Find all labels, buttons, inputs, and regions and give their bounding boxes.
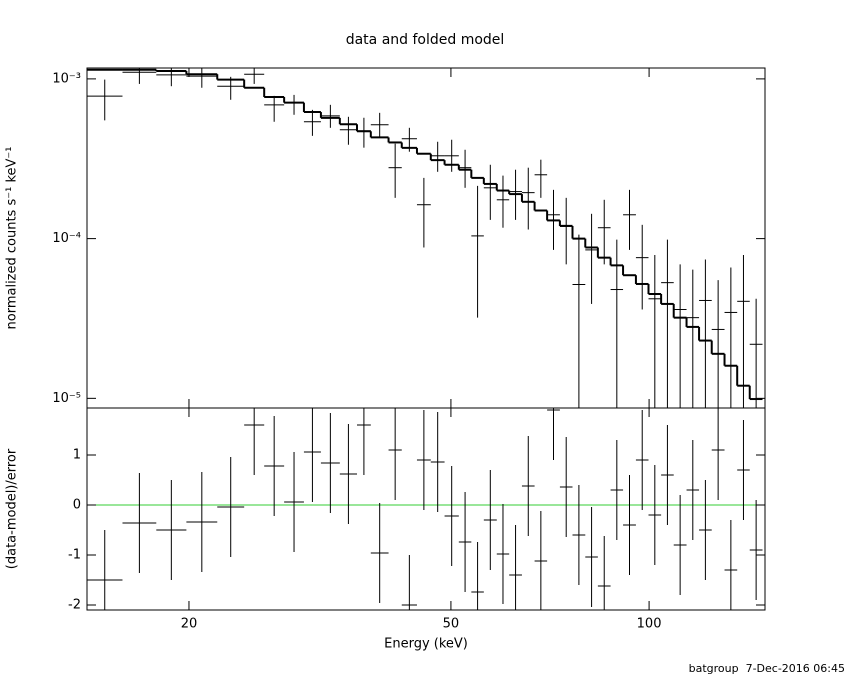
- plot-frame: [86, 407, 766, 611]
- bottom-panel: [87, 408, 765, 610]
- y-axis-label: normalized counts s⁻¹ keV⁻¹: [5, 147, 20, 330]
- footer: batgroup 7-Dec-2016 06:45: [689, 662, 845, 675]
- y-axis-label: (data-model)/error: [5, 448, 20, 569]
- top-panel: [87, 68, 763, 408]
- y-tick-label: 1: [73, 448, 81, 463]
- y-tick-label: 10⁻³: [52, 71, 81, 86]
- x-axis-label: Energy (keV): [384, 637, 468, 652]
- chart-title: data and folded model: [346, 32, 505, 48]
- x-tick-label: 100: [637, 617, 662, 632]
- y-tick-label: 10⁻⁴: [52, 231, 81, 246]
- axes: 20 50 100 10⁻³ 10⁻⁴ 10⁻⁵ -2 -1 0 1: [52, 68, 765, 632]
- x-tick-label: 50: [443, 617, 460, 632]
- y-tick-label: 0: [73, 498, 81, 513]
- y-tick-label: -1: [68, 548, 81, 563]
- plot-frame: [86, 67, 766, 409]
- x-tick-label: 20: [181, 617, 198, 632]
- y-tick-label: -2: [68, 598, 81, 613]
- y-tick-label: 10⁻⁵: [52, 391, 81, 406]
